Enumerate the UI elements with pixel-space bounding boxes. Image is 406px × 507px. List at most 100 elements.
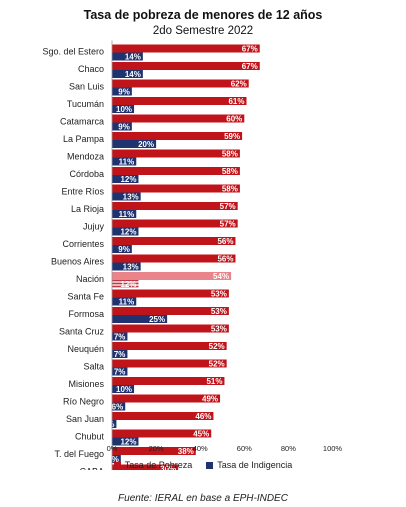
bar-indigencia	[112, 367, 128, 376]
data-label-indigencia: 20%	[138, 140, 154, 149]
bar-indigencia	[112, 157, 137, 166]
bar-indigencia	[112, 350, 128, 358]
data-label-indigencia: 9%	[118, 87, 130, 96]
data-label-indigencia: 6%	[112, 402, 124, 411]
bar-indigencia	[112, 455, 121, 463]
category-label: San Luis	[69, 82, 105, 92]
category-label: Jujuy	[83, 222, 105, 232]
bar-indigencia	[112, 227, 139, 236]
bar-indigencia	[112, 175, 139, 183]
bar-pobreza	[112, 324, 229, 333]
legend-item-pobreza: Tasa de Pobreza	[113, 460, 193, 470]
data-label-indigencia: 7%	[114, 332, 126, 341]
category-label: Sgo. del Estero	[42, 47, 104, 57]
category-label: Neuquén	[67, 344, 104, 354]
bar-indigencia	[112, 332, 128, 341]
category-label: Santa Cruz	[59, 327, 105, 337]
category-label: La Pampa	[63, 134, 104, 144]
category-label: Corrientes	[62, 239, 104, 249]
bar-pobreza	[112, 412, 214, 420]
data-label-indigencia: 12%	[120, 280, 136, 289]
category-label: La Rioja	[71, 204, 104, 214]
data-label-pobreza: 57%	[220, 219, 236, 228]
data-label-indigencia: 11%	[119, 297, 135, 306]
data-label-indigencia: 12%	[120, 175, 136, 184]
bar-indigencia	[112, 385, 135, 393]
x-tick-label: 100%	[323, 444, 343, 453]
data-label-indigencia: 11%	[119, 157, 135, 166]
data-label-pobreza: 53%	[211, 307, 227, 316]
legend-swatch-pobreza	[113, 461, 121, 469]
data-label-indigencia: 10%	[116, 385, 132, 394]
data-label-indigencia: 4%	[107, 455, 119, 464]
legend-swatch-indigencia	[206, 461, 214, 469]
legend-label-pobreza: Tasa de Pobreza	[124, 460, 193, 470]
category-label: Misiones	[68, 379, 104, 389]
bar-indigencia	[112, 315, 168, 323]
data-label-pobreza: 53%	[211, 289, 227, 298]
category-label: San Juan	[66, 414, 104, 424]
category-label: Chaco	[78, 64, 104, 74]
bar-pobreza	[112, 44, 260, 53]
data-label-indigencia: 10%	[116, 105, 132, 114]
data-label-pobreza: 46%	[195, 412, 211, 421]
data-label-indigencia: 12%	[120, 437, 136, 446]
category-label: Salta	[83, 362, 104, 372]
data-label-pobreza: 57%	[220, 202, 236, 211]
x-tick-label: 0%	[107, 444, 118, 453]
bar-indigencia	[112, 437, 139, 446]
data-label-indigencia: 14%	[125, 70, 141, 79]
chart-title: Tasa de pobreza de menores de 12 años	[83, 8, 323, 22]
data-label-pobreza: 67%	[242, 62, 258, 71]
data-label-indigencia: 9%	[118, 122, 130, 131]
x-tick-label: 60%	[237, 444, 252, 453]
bar-pobreza	[112, 359, 227, 368]
bar-pobreza	[112, 62, 260, 70]
bar-pobreza	[112, 377, 225, 385]
bar-indigencia	[112, 210, 137, 218]
data-label-indigencia: 7%	[114, 367, 126, 376]
bar-indigencia	[112, 297, 137, 306]
bar-indigencia	[112, 402, 126, 411]
category-label: Formosa	[68, 309, 104, 319]
x-tick-label: 80%	[281, 444, 296, 453]
bar-pobreza	[112, 272, 232, 280]
bar-indigencia	[112, 262, 141, 271]
category-label: Córdoba	[69, 169, 104, 179]
data-label-indigencia: 13%	[123, 192, 139, 201]
category-label: Nación	[76, 274, 104, 284]
chart-subtitle: 2do Semestre 2022	[152, 25, 254, 37]
data-label-indigencia: 11%	[119, 210, 135, 219]
data-label-indigencia: 9%	[118, 245, 130, 254]
bar-pobreza	[112, 184, 240, 193]
bar-pobreza	[112, 464, 179, 470]
data-label-pobreza: 61%	[228, 97, 244, 106]
category-label: Catamarca	[60, 117, 104, 127]
bar-pobreza	[112, 79, 249, 88]
data-label-pobreza: 30%	[160, 464, 176, 470]
data-label-indigencia: 14%	[125, 52, 141, 61]
data-label-pobreza: 52%	[209, 342, 225, 351]
bar-indigencia	[112, 192, 141, 201]
chart-legend: Tasa de Pobreza Tasa de Indigencia	[0, 460, 406, 470]
data-label-pobreza: 60%	[226, 114, 242, 123]
bar-pobreza	[112, 219, 238, 228]
bar-pobreza	[112, 254, 236, 263]
bar-indigencia	[112, 70, 143, 78]
data-label-pobreza: 58%	[222, 167, 238, 176]
data-label-indigencia: 7%	[114, 350, 126, 359]
x-tick-label: 20%	[149, 444, 164, 453]
bar-indigencia	[112, 140, 157, 148]
category-label: Santa Fe	[67, 292, 104, 302]
category-label: CABA	[79, 467, 104, 471]
bar-indigencia	[112, 245, 132, 253]
data-label-pobreza: 67%	[242, 44, 258, 53]
bar-pobreza	[112, 394, 221, 403]
source-note: Fuente: IERAL en base a EPH-INDEC	[118, 493, 288, 504]
data-label-pobreza: 58%	[222, 149, 238, 158]
bar-pobreza	[112, 202, 238, 210]
legend-item-indigencia: Tasa de Indigencia	[206, 460, 292, 470]
category-label: Mendoza	[67, 152, 104, 162]
bar-indigencia-hatch	[112, 280, 139, 288]
data-label-pobreza: 51%	[206, 377, 222, 386]
